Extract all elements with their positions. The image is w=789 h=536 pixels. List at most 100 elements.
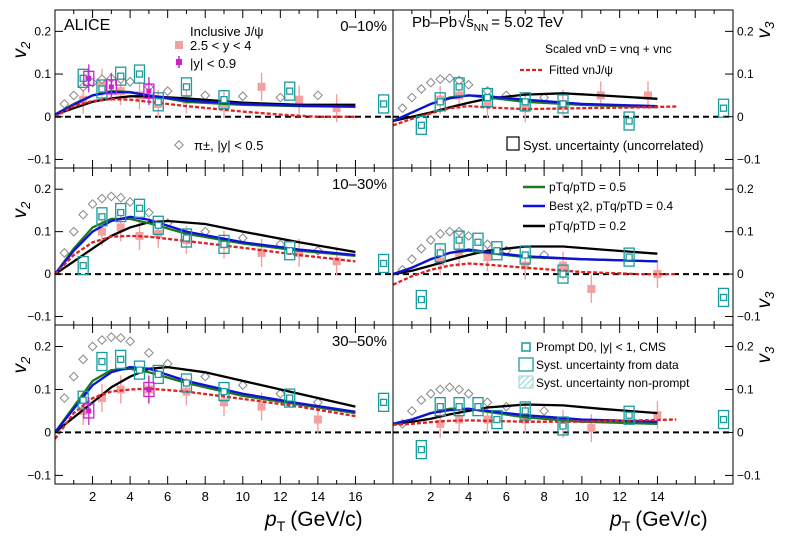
svg-text:v3: v3 [754,346,777,364]
pion-point [406,405,417,416]
y-tick-label: 0 [737,425,744,439]
cms-point [286,394,294,402]
svg-text:√sNN= 5.02 TeV: √sNN = 5.02 TeV [458,14,563,34]
pion-point [444,382,455,393]
model-curve-best [55,90,356,116]
y-tick-label: 0 [44,267,51,281]
y-tick-label: 0.1 [34,225,51,239]
x-tick-label: 16 [348,489,362,504]
jpsi-fwd-point [587,424,596,433]
model-curve-best [393,407,658,425]
svg-text:Prompt D0, |y| < 1, CMS: Prompt D0, |y| < 1, CMS [536,340,666,354]
cms-point [98,213,106,221]
jpsi-mid-point [146,386,152,392]
cms-syst-box [152,364,164,385]
pion-point [425,77,436,88]
cms-point [436,98,444,106]
pion-point [96,335,107,345]
cms-point [379,398,388,407]
cms-syst-box [218,234,230,255]
legend-ratio-02: pTq/pTD = 0.2 [523,219,626,233]
jpsi-fwd-point [116,223,125,232]
cms-point [521,251,529,259]
cms-point [79,396,87,404]
pion-point [425,235,436,246]
pion-point [237,91,248,102]
cms-syst-box [623,247,635,267]
cms-syst-box [717,287,730,308]
cms-syst-box [415,439,427,460]
cms-syst-box [434,92,446,112]
pion-point [463,79,474,90]
y-tick-label: 0.1 [737,67,754,81]
y-axis-title-left: v2 v2 v2 [10,41,33,374]
cms-point [154,98,162,106]
jpsi-mid-syst-box [105,79,117,95]
cms-syst-box [623,111,635,131]
jpsi-mid-point [86,408,92,414]
jpsi-fwd-point [313,415,322,424]
y-tick-label: 0.2 [34,339,51,353]
jpsi-fwd-point [436,419,445,428]
svg-text:v2: v2 [10,201,33,219]
legend-jpsi-fwd: 2.5 < y < 4 [175,38,251,53]
x-tick-label: 12 [612,489,626,504]
x-tick-label: 4 [126,489,133,504]
x-tick-label: 6 [164,489,171,504]
panel-plot-area [393,73,733,135]
cms-point [493,415,501,424]
cms-syst-box [96,351,108,372]
cms-syst-box [434,396,446,417]
legend-syst-data: Syst. uncertainty from data [518,357,679,372]
pion-point [125,336,136,347]
cms-syst-box [453,396,465,417]
x-tick-label: 2 [427,489,434,504]
cms-point [559,270,567,278]
cms-point [474,402,482,411]
svg-text:Pb–Pb: Pb–Pb [412,14,457,31]
cms-syst-box [133,198,146,218]
cms-syst-box [519,401,531,421]
y-tick-label: 0 [737,110,744,124]
pion-point [463,230,474,241]
y-tick-label: −0.1 [27,152,51,166]
cms-syst-box [491,241,503,261]
cms-point [455,236,463,244]
x-tick-label: 6 [503,489,510,504]
pion-point [125,196,136,207]
cms-syst-box [472,232,484,252]
y-tick-label: 0.2 [34,24,51,38]
y-tick-label: 0.1 [737,382,754,396]
legend-jpsi-title: Inclusive J/ψ [190,24,264,39]
model-curve-best [393,248,658,276]
panel-plot-area [55,191,393,276]
cms-syst-box [115,349,127,370]
legend-fitted: Fitted vnJ/ψ [520,63,613,77]
legend-pion: π±, |y| < 0.5 [174,138,263,153]
cms-syst-box [434,243,446,263]
cms-point [135,204,144,212]
y-tick-label: 0 [44,110,51,124]
cms-point [493,247,501,255]
cms-syst-box [152,92,164,112]
x-tick-label: 2 [89,489,96,504]
cms-point [98,85,106,93]
cms-point [154,370,162,379]
pion-point [87,199,98,210]
cms-point [625,117,633,125]
cms-point [719,415,728,424]
svg-text:Syst. uncertainty non-prompt: Syst. uncertainty non-prompt [536,376,690,390]
jpsi-mid-syst-box [83,70,95,86]
fitted-jpsi-curve [393,104,677,127]
x-tick-label: 8 [540,489,547,504]
cms-point [436,249,444,257]
pion-point [59,393,70,404]
y-tick-label: −0.1 [737,468,761,482]
pion-point [115,192,126,203]
jpsi-fwd-point [644,91,652,100]
pion-point [87,341,98,352]
pion-point [200,371,211,382]
panel-plot-area [393,382,733,460]
jpsi-fwd-point [483,415,492,424]
cms-syst-box [519,92,531,112]
